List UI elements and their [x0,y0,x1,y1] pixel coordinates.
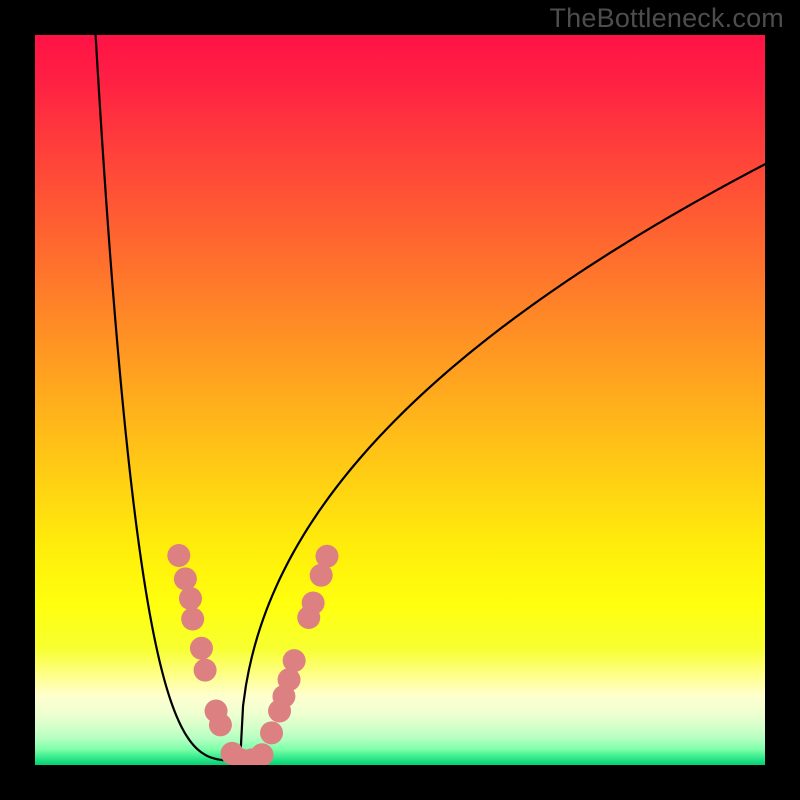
bottleneck-chart [35,35,765,765]
data-marker [174,567,197,590]
chart-canvas: TheBottleneck.com [0,0,800,800]
gradient-background [35,35,765,765]
data-marker [260,721,283,744]
data-marker [316,545,339,568]
data-marker [302,591,325,614]
data-marker [209,713,232,736]
data-marker [181,608,204,631]
data-marker [194,659,217,682]
data-marker [179,587,202,610]
data-marker [190,637,213,660]
watermark-text: TheBottleneck.com [549,3,784,34]
plot-area [35,35,765,765]
data-marker [167,544,190,567]
data-marker [283,649,306,672]
